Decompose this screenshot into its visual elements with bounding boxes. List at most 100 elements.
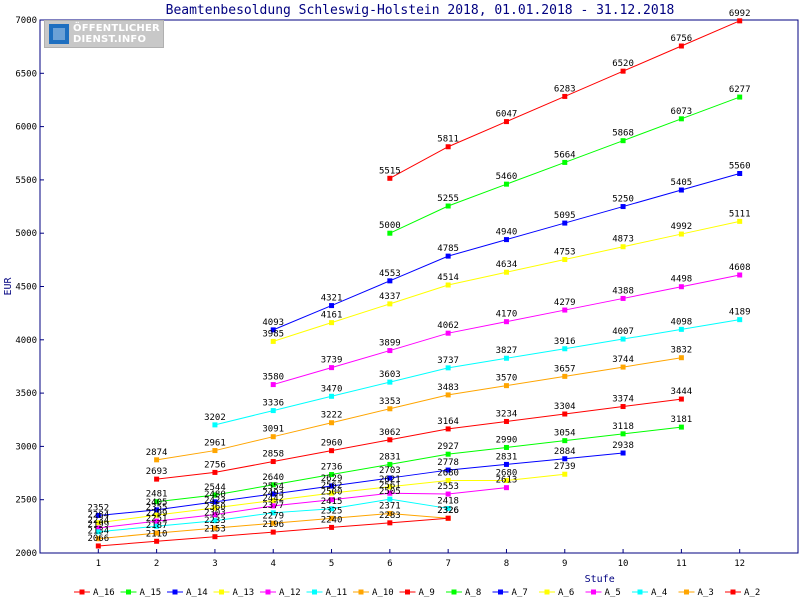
x-tick-label: 5 (329, 559, 334, 569)
data-label: 3603 (379, 370, 401, 380)
data-point (678, 43, 684, 49)
series-line (273, 274, 740, 386)
data-point (387, 175, 393, 181)
legend-label: A_10 (372, 588, 394, 598)
data-point (270, 529, 276, 535)
logo-icon (49, 24, 69, 44)
legend-item: A_5 (585, 588, 621, 598)
data-point (212, 422, 218, 428)
data-label: 2553 (437, 482, 459, 492)
data-point (270, 497, 276, 503)
data-point (270, 482, 276, 488)
data-point (387, 406, 393, 412)
data-label: 4007 (612, 327, 634, 337)
data-label: 2858 (262, 450, 284, 460)
logo-text-line1: ÖFFENTLICHER (73, 23, 160, 34)
data-point (737, 317, 743, 323)
data-point (620, 336, 626, 342)
data-point (387, 490, 393, 496)
x-tick-label: 2 (154, 559, 159, 569)
data-label: 3470 (321, 384, 343, 394)
data-label: 2153 (204, 525, 226, 535)
data-label: 2196 (262, 520, 284, 530)
data-point (270, 520, 276, 526)
data-label: 3483 (437, 383, 459, 393)
data-label: 3234 (496, 409, 518, 419)
data-label: 4992 (671, 222, 693, 232)
legend-marker (219, 589, 224, 595)
data-label: 4608 (729, 263, 751, 273)
series-line (214, 319, 740, 426)
data-label: 4498 (671, 275, 693, 285)
data-label: 2377 (262, 501, 284, 511)
data-point (270, 327, 276, 333)
data-label: 5250 (612, 195, 634, 205)
data-point (445, 253, 451, 259)
series-a-10: 2874 2961 3091 3222 3353 3483 3570 3657 3744 3832 (146, 346, 692, 463)
data-point (562, 471, 568, 477)
legend-label: A_6 (558, 588, 574, 598)
data-label: 4553 (379, 269, 401, 279)
data-point (387, 461, 393, 467)
legend-item: A_14 (167, 588, 208, 598)
data-label: 4940 (496, 228, 518, 238)
data-label: 2739 (554, 462, 576, 472)
legend-item: A_12 (260, 588, 301, 598)
data-label: 2352 (87, 503, 109, 513)
data-label: 3118 (612, 422, 634, 432)
data-label: 3570 (496, 374, 518, 384)
y-axis-label: EUR (3, 276, 14, 295)
data-point (154, 499, 160, 505)
data-point (562, 346, 568, 352)
data-point (445, 144, 451, 150)
x-tick-label: 10 (618, 559, 629, 569)
data-label: 2778 (437, 458, 459, 468)
data-point (620, 244, 626, 250)
data-label: 2405 (146, 498, 168, 508)
data-point (387, 475, 393, 481)
data-point (387, 230, 393, 236)
data-point (737, 218, 743, 224)
data-label: 5515 (379, 166, 401, 176)
x-tick-label: 4 (271, 559, 276, 569)
series-a-7: 2352 2405 2480 2554 2629 2703 2778 2831 2884 2938 (87, 441, 634, 518)
data-point (387, 348, 393, 354)
data-label: 2500 (321, 488, 343, 498)
data-point (503, 485, 509, 491)
data-label: 2480 (204, 490, 226, 500)
data-point (212, 448, 218, 454)
data-label: 4161 (321, 311, 343, 321)
data-label: 3336 (262, 399, 284, 409)
series-line (156, 426, 682, 503)
data-label: 2938 (612, 441, 634, 451)
data-label: 2251 (146, 514, 168, 524)
data-label: 2831 (496, 452, 518, 462)
data-label: 2284 (87, 511, 109, 521)
data-label: 4321 (321, 294, 343, 304)
data-label: 2355 (146, 503, 168, 513)
data-point (212, 505, 218, 511)
series-a-15: 5000 5255 5460 5664 5868 6073 6277 (379, 85, 751, 236)
data-point (270, 510, 276, 516)
chart-series: 5515 5811 6047 6283 6520 6756 6992 5000 5255 5460… (87, 9, 751, 549)
data-point (387, 510, 393, 516)
legend-item: A_15 (120, 588, 161, 598)
legend-label: A_8 (465, 588, 481, 598)
series-a-11: 3202 3336 3470 3603 3737 3827 3916 4007 4098 4189 (204, 308, 751, 428)
data-point (329, 320, 335, 326)
data-point (678, 284, 684, 290)
data-point (620, 450, 626, 456)
data-label: 4337 (379, 292, 401, 302)
y-tick-label: 5500 (15, 176, 37, 186)
data-label: 3744 (612, 355, 634, 365)
data-point (620, 204, 626, 210)
data-label: 4189 (729, 308, 751, 318)
data-label: 2756 (204, 460, 226, 470)
data-point (270, 408, 276, 414)
data-point (329, 393, 335, 399)
data-label: 2693 (146, 467, 168, 477)
data-point (678, 355, 684, 361)
data-point (737, 94, 743, 100)
data-label: 3737 (437, 356, 459, 366)
data-point (387, 484, 393, 490)
